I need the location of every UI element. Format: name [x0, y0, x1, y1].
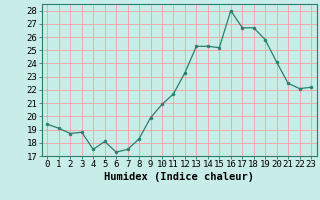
X-axis label: Humidex (Indice chaleur): Humidex (Indice chaleur) [104, 172, 254, 182]
